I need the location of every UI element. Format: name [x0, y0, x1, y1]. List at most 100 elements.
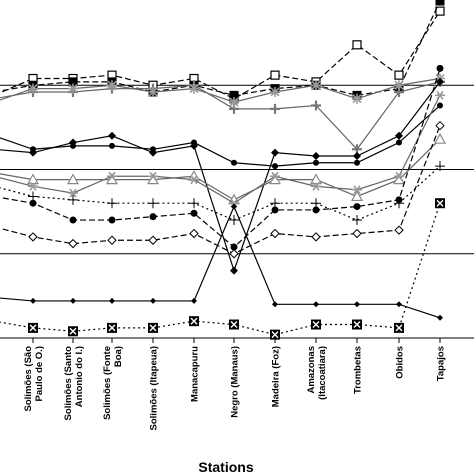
series-line: [0, 10, 441, 100]
data-point: [107, 171, 117, 181]
data-point: [352, 185, 362, 195]
series-line: [0, 81, 441, 151]
data-point: [189, 83, 199, 94]
series-13: [0, 198, 445, 340]
series-lines: [0, 0, 447, 340]
data-point: [28, 232, 38, 242]
data-point: [435, 120, 445, 131]
x-tick-label: Solimões (Itapeua): [149, 346, 160, 430]
data-point: [311, 232, 321, 242]
x-tick-label: Trombetas: [353, 346, 364, 394]
data-point: [435, 6, 445, 16]
data-point: [107, 80, 117, 91]
x-tick-label: Solimões (FonteBoa): [102, 346, 124, 420]
data-point: [229, 97, 239, 108]
series-11: [0, 120, 445, 259]
data-point: [229, 249, 239, 259]
data-point: [29, 148, 37, 157]
x-tick-label: Solimões (SantoAntonio do I.): [63, 346, 85, 421]
data-point: [394, 171, 404, 181]
data-point: [272, 301, 278, 308]
data-point: [148, 198, 158, 209]
data-point: [148, 235, 158, 245]
series-12: [0, 203, 443, 321]
data-point: [437, 102, 443, 109]
series-10: [0, 64, 444, 251]
data-point: [352, 215, 362, 226]
series-8: [0, 90, 445, 208]
data-point: [189, 198, 199, 209]
data-point: [435, 198, 445, 209]
series-2: [0, 0, 445, 100]
data-point: [353, 203, 361, 211]
x-axis-title: Stations: [198, 459, 253, 474]
series-line: [0, 138, 441, 201]
data-point: [149, 213, 157, 221]
data-point: [68, 238, 78, 249]
data-point: [354, 301, 360, 308]
data-point: [109, 142, 115, 149]
data-point: [190, 209, 198, 217]
data-point: [230, 243, 238, 251]
data-point: [352, 93, 362, 104]
x-tick-label: Tapajos: [436, 346, 447, 381]
data-point: [354, 159, 360, 166]
data-point: [394, 225, 404, 235]
data-point: [352, 228, 362, 239]
data-point: [436, 64, 444, 72]
data-point: [189, 175, 199, 185]
data-point: [28, 181, 38, 191]
data-point: [394, 70, 404, 80]
data-point: [69, 216, 77, 224]
series-line: [0, 68, 441, 248]
data-point: [395, 196, 403, 204]
data-point: [270, 103, 280, 114]
data-point: [272, 163, 278, 170]
series-line: [0, 95, 441, 204]
data-point: [312, 206, 320, 214]
data-point: [353, 152, 361, 161]
series-5: [0, 102, 443, 170]
x-tick-label: Manacapuru: [190, 346, 201, 402]
data-point: [435, 90, 445, 100]
data-point: [229, 319, 239, 330]
data-point: [30, 297, 36, 304]
data-point: [311, 80, 321, 91]
series-line: [0, 165, 441, 221]
data-point: [270, 329, 280, 340]
series-line: [0, 77, 441, 103]
series-9: [0, 161, 445, 226]
data-point: [313, 301, 319, 308]
data-point: [352, 40, 362, 50]
data-point: [108, 216, 116, 224]
data-point: [107, 198, 117, 209]
data-point: [396, 139, 402, 146]
x-tick-label: S: [0, 346, 1, 352]
data-point: [150, 297, 156, 304]
data-point: [26, 173, 40, 185]
data-point: [28, 83, 38, 94]
data-point: [396, 301, 402, 308]
data-point: [107, 235, 117, 245]
series-line: [0, 81, 441, 273]
data-point: [435, 161, 445, 172]
data-point: [229, 215, 239, 226]
data-point: [68, 194, 78, 205]
x-tick-labels: S Solimões (SãoPaulo de O.) Solimões (Sant…: [0, 338, 447, 430]
x-tick-label: Solimões (SãoPaulo de O.): [23, 346, 45, 412]
data-point: [68, 326, 78, 337]
data-point: [108, 131, 116, 140]
series-line: [0, 205, 441, 319]
data-point: [70, 297, 76, 304]
x-tick-label: Amazonas(Itacoatiara): [306, 346, 328, 400]
data-point: [270, 86, 280, 97]
data-point: [68, 83, 78, 94]
data-point: [270, 171, 280, 181]
data-point: [312, 152, 320, 161]
data-point: [231, 203, 237, 210]
data-point: [311, 319, 321, 330]
x-tick-label: Obidos: [395, 346, 406, 379]
data-point: [28, 322, 38, 333]
data-point: [309, 173, 323, 185]
series-line: [0, 125, 441, 255]
